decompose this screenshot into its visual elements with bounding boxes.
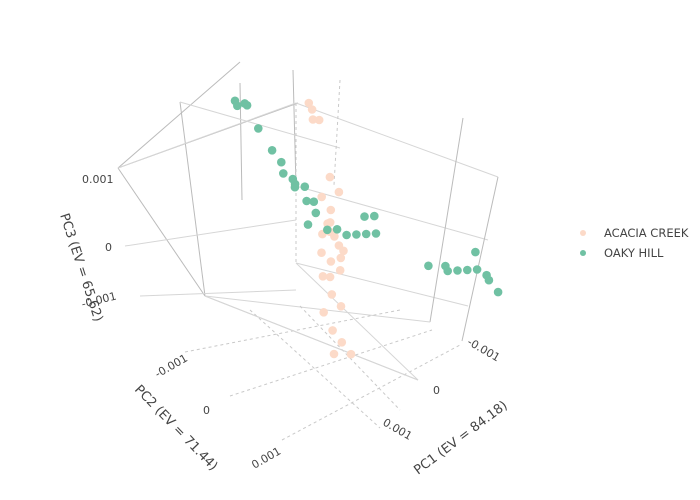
tick-labels: 0.001 0 -0.001 -0.001 0 0.001 -0.001 0 0… (80, 173, 502, 472)
legend[interactable]: ACACIA CREEK OAKY HILL (580, 226, 689, 260)
x-tick-label: 0.001 (381, 416, 415, 443)
legend-item-acacia-creek[interactable]: ACACIA CREEK (580, 226, 689, 240)
legend-label: OAKY HILL (604, 246, 664, 260)
data-point (360, 212, 369, 221)
data-point (319, 308, 329, 317)
data-point (484, 275, 494, 285)
grid-line (117, 167, 206, 297)
data-point (307, 105, 317, 114)
data-point (453, 266, 462, 275)
grid-line (179, 101, 206, 297)
grid-line (295, 262, 469, 307)
y-tick-label: 0.001 (249, 445, 283, 472)
z-tick-label: 0.001 (82, 173, 114, 186)
y-axis-title: PC2 (EV = 71.44) (131, 382, 220, 474)
data-point (290, 179, 300, 189)
data-point (329, 349, 339, 359)
grid-line (239, 82, 243, 201)
data-point (325, 172, 335, 182)
data-point (267, 146, 277, 155)
data-point (334, 187, 344, 197)
legend-item-oaky-hill[interactable]: OAKY HILL (580, 246, 664, 260)
data-point (337, 338, 347, 347)
grid-line (461, 176, 499, 342)
data-point (336, 302, 346, 311)
grid-line (295, 262, 419, 381)
z-tick-label: 0 (105, 241, 112, 254)
data-point (339, 246, 348, 256)
data-point (317, 192, 327, 202)
legend-marker (580, 250, 586, 256)
data-point (303, 220, 313, 229)
data-point (424, 261, 433, 271)
data-point (370, 211, 379, 221)
grid-line (117, 61, 241, 169)
data-point (346, 349, 356, 359)
grid-line (281, 344, 461, 441)
grid-line (429, 117, 464, 323)
grid-line (295, 185, 489, 241)
data-point (326, 205, 336, 215)
data-point (317, 248, 326, 257)
data-point (371, 229, 381, 238)
data-point (253, 124, 263, 133)
data-point (471, 247, 480, 257)
data-point (279, 169, 288, 178)
data-point (342, 230, 351, 240)
data-point (335, 266, 345, 275)
data-point (277, 157, 286, 167)
data-point (326, 257, 336, 266)
data-point (328, 326, 337, 335)
data-point (443, 266, 453, 276)
x-tick-label: 0 (433, 384, 440, 397)
data-point (330, 232, 339, 241)
grid-lines (117, 61, 499, 441)
data-point (332, 225, 342, 234)
x-axis-title: PC1 (EV = 84.18) (411, 398, 510, 478)
grid-line (124, 219, 297, 247)
data-point (361, 229, 371, 239)
data-point (304, 98, 314, 108)
data-point (233, 101, 242, 111)
data-point (300, 182, 310, 191)
grid-line (229, 329, 433, 397)
data-point (318, 272, 328, 281)
grid-line (249, 309, 381, 429)
grid-line (292, 69, 297, 187)
z-axis-title: PC3 (EV = 65.62) (56, 212, 105, 324)
data-point (302, 196, 311, 206)
grid-line (117, 102, 297, 169)
data-point (463, 265, 472, 275)
data-point (352, 230, 361, 239)
data-points (230, 96, 503, 359)
data-point (308, 115, 318, 124)
legend-label: ACACIA CREEK (604, 226, 689, 240)
data-point (336, 253, 346, 263)
grid-line (139, 289, 297, 297)
x-tick-label: -0.001 (465, 335, 502, 364)
data-point (325, 272, 335, 282)
data-point (314, 115, 324, 125)
grid-line (204, 295, 431, 323)
data-point (327, 290, 337, 299)
y-tick-label: -0.001 (153, 352, 190, 381)
y-tick-label: 0 (203, 404, 210, 417)
axis-titles: PC3 (EV = 65.62) PC2 (EV = 71.44) PC1 (E… (56, 212, 510, 479)
legend-marker (580, 230, 586, 236)
grid-line (333, 79, 341, 186)
data-point (472, 265, 482, 274)
data-point (323, 225, 332, 235)
data-point (323, 219, 332, 228)
data-point (311, 208, 321, 218)
data-point (242, 101, 252, 110)
grid-line (295, 102, 499, 178)
grid-line (204, 295, 419, 381)
scene-3d[interactable]: 0.001 0 -0.001 -0.001 0 0.001 -0.001 0 0… (56, 61, 511, 479)
data-point (493, 287, 503, 297)
data-point (309, 197, 319, 206)
